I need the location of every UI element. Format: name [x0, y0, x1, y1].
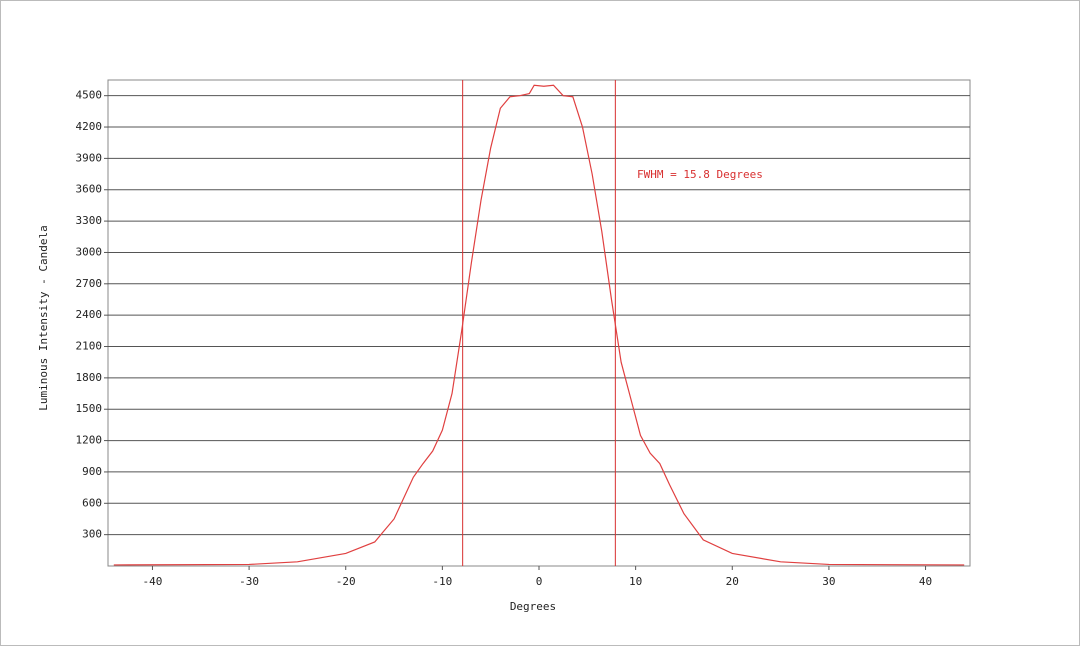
y-tick-label: 2400 — [76, 308, 103, 321]
y-tick-label: 1800 — [76, 371, 103, 384]
x-axis-label: Degrees — [510, 600, 556, 613]
y-tick-label: 300 — [82, 528, 102, 541]
x-tick-label: 10 — [629, 575, 642, 588]
y-tick-label: 600 — [82, 496, 102, 509]
x-tick-label: -30 — [239, 575, 259, 588]
x-tick-label: 20 — [726, 575, 739, 588]
annotation: FWHM = 15.8 Degrees — [637, 168, 763, 181]
x-tick-label: 30 — [822, 575, 835, 588]
x-tick-label: -20 — [336, 575, 356, 588]
intensity-curve — [113, 84, 965, 566]
y-tick-label: 4200 — [76, 120, 103, 133]
plot-area — [107, 79, 971, 567]
y-tick-label: 2100 — [76, 340, 103, 353]
y-tick-label: 3300 — [76, 214, 103, 227]
y-tick-label: 3000 — [76, 245, 103, 258]
y-tick-label: 900 — [82, 465, 102, 478]
y-tick-label: 1500 — [76, 402, 103, 415]
y-tick-label: 2700 — [76, 277, 103, 290]
x-tick-label: -10 — [432, 575, 452, 588]
y-tick-label: 4500 — [76, 89, 103, 102]
y-tick-label: 3900 — [76, 151, 103, 164]
y-axis-label: Luminous Intensity - Candela — [37, 225, 50, 410]
y-tick-label: 1200 — [76, 434, 103, 447]
x-tick-label: 0 — [536, 575, 543, 588]
x-tick-label: 40 — [919, 575, 932, 588]
x-tick-label: -40 — [143, 575, 163, 588]
y-tick-label: 3600 — [76, 183, 103, 196]
